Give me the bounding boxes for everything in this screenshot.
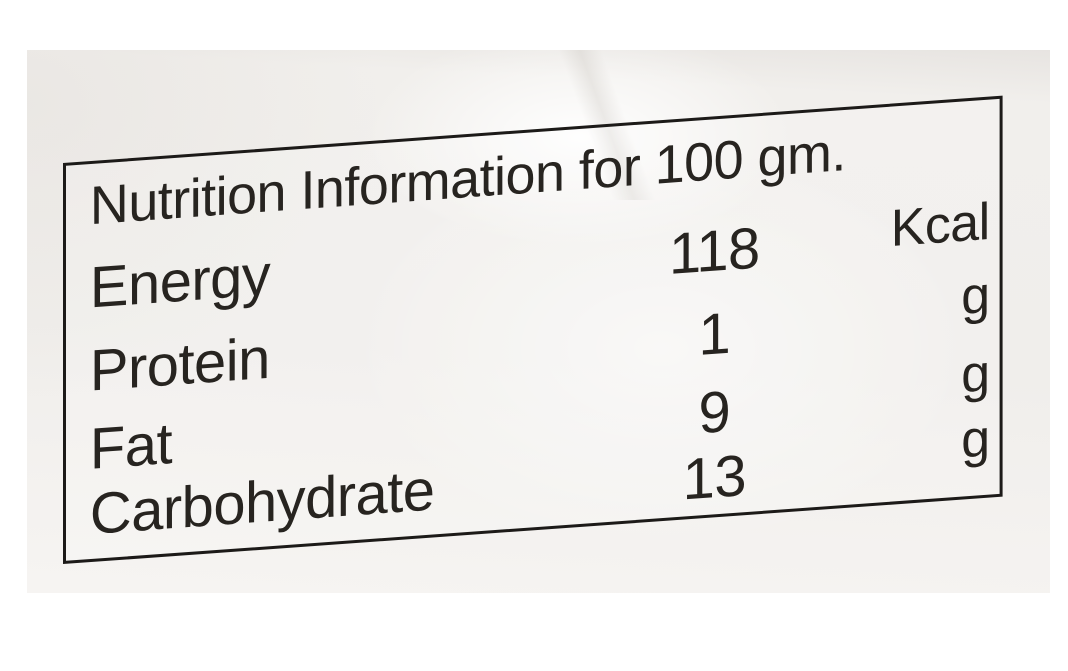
nutrient-name: Fat	[89, 410, 173, 482]
nutrient-unit: g	[961, 266, 990, 327]
nutrition-label-box: Nutrition Information for 100 gm. Energy…	[63, 95, 1003, 565]
nutrient-unit: Kcal	[890, 192, 990, 259]
product-label-photo: Nutrition Information for 100 gm. Energy…	[27, 50, 1050, 593]
label-crease-glare	[457, 50, 757, 200]
nutrient-name: Energy	[89, 242, 271, 321]
nutrient-name: Protein	[89, 325, 270, 404]
